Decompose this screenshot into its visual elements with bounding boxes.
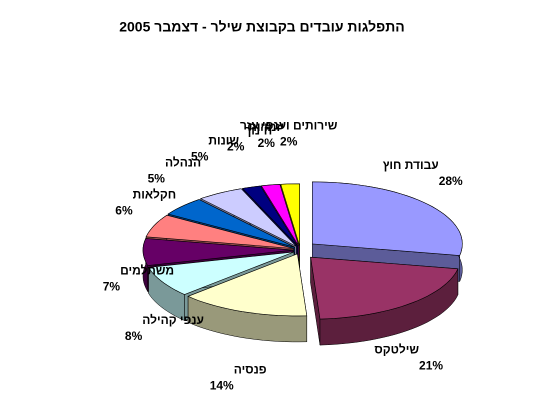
slice-value-label: 21% (419, 359, 443, 373)
slice-value-label: 28% (439, 174, 463, 188)
slice-label: שירותים וענפי עזר (240, 118, 338, 132)
slice (145, 214, 294, 249)
slice (148, 251, 295, 295)
slice-value-label: 2% (227, 140, 245, 154)
slice-label: חקלאות (133, 188, 177, 202)
slice-label: חינוך (244, 124, 272, 138)
slice-value-label: 8% (125, 329, 143, 343)
slice-label: משתלמים (120, 264, 174, 278)
slice (241, 185, 299, 247)
chart-title: התפלגות עובדים בקבוצת שילר - דצמבר 2005 (119, 19, 405, 35)
slice-label: ענפי קהילה (142, 313, 204, 327)
slice-label: שילטקס (374, 343, 419, 357)
slice-value-label: 6% (115, 204, 133, 218)
slice (200, 188, 297, 247)
slice (312, 181, 463, 256)
slice (310, 256, 459, 320)
slice-tops (142, 181, 463, 320)
slice-label: שונות (208, 133, 239, 147)
slice-label: עבודת חוץ (383, 158, 439, 172)
slice (260, 184, 299, 247)
slice-value-label: 14% (210, 378, 234, 392)
slice-value-label: 5% (148, 171, 166, 185)
slice-label: הנהלה (165, 155, 201, 169)
slice (280, 183, 300, 246)
slice (167, 199, 295, 248)
slice-label: יזמויות (248, 120, 284, 134)
slice-value-label: 2% (258, 136, 276, 150)
slice (142, 238, 294, 266)
slice-value-label: 5% (191, 149, 209, 163)
slice (187, 253, 308, 317)
slice-label: פנסיה (234, 362, 267, 376)
slice-value-label: 7% (103, 280, 121, 294)
slice-value-label: 2% (280, 134, 298, 148)
